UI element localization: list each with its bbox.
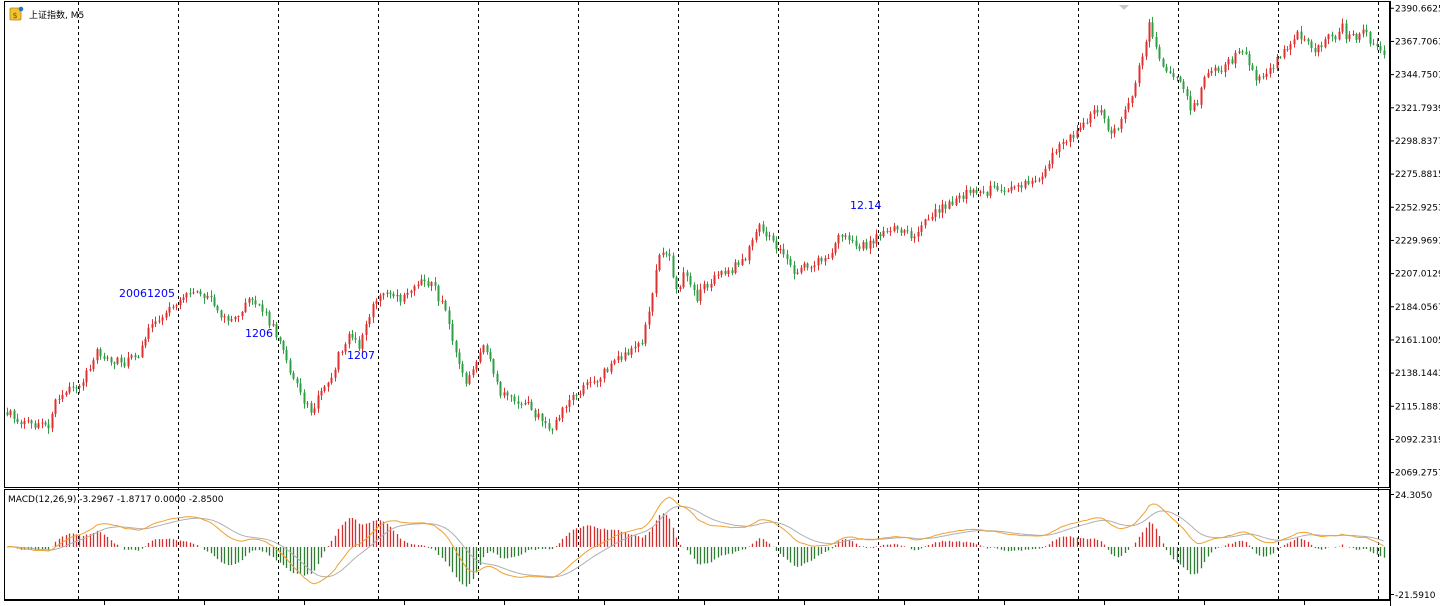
price-axis-label: 2207.0129 [1395,270,1440,280]
price-axis-label: 2092.2319 [1395,435,1440,445]
candlestick-series [6,16,1386,435]
price-axis-label: 2115.1881 [1395,402,1440,412]
annotation-label: 1207 [347,349,375,362]
macd-pane-frame [4,489,1390,600]
annotation-label: 2006 [119,287,147,300]
annotation-label: 1205 [147,287,175,300]
price-axis-label: 2069.2757 [1395,469,1440,479]
price-axis-label: 2390.6625 [1395,4,1440,14]
annotation-label: 1206 [245,327,273,340]
price-axis-label: 2321.7939 [1395,104,1440,114]
price-axis-label: 2367.7063 [1395,37,1440,47]
time-axis-ticks [104,600,1305,605]
price-axis-label: 2252.9253 [1395,203,1440,213]
chart-shift-marker[interactable] [1119,5,1129,10]
price-axis-label: 2275.8815 [1395,170,1440,180]
macd-series [6,496,1386,587]
session-separators [78,2,1379,600]
annotation-label: 12.14 [850,199,882,212]
price-axis-label: 2184.0567 [1395,303,1440,313]
price-axis: 2390.6625 2367.7063 2344.7501 2321.7939 2298… [1390,4,1440,479]
price-axis-label: 2138.1443 [1395,369,1440,379]
macd-axis: 24.3050 -21.5910 [1390,491,1436,601]
macd-axis-min-label: -21.5910 [1395,591,1436,601]
price-axis-label: 2229.9691 [1395,236,1440,246]
macd-title: MACD(12,26,9) -3.2967 -1.8717 0.0000 -2.… [8,495,224,505]
symbol-title: 上证指数, M5 [29,9,84,21]
price-axis-label: 2161.1005 [1395,336,1440,346]
main-pane-frame [4,1,1390,488]
macd-signal-line [6,506,1384,578]
price-axis-label: 2344.7501 [1395,71,1440,81]
svg-text:$: $ [13,11,18,20]
price-axis-label: 2298.8377 [1395,137,1440,147]
macd-axis-max-label: 24.3050 [1395,491,1432,501]
symbol-icon: $ [9,6,24,21]
macd-main-line [6,496,1384,585]
